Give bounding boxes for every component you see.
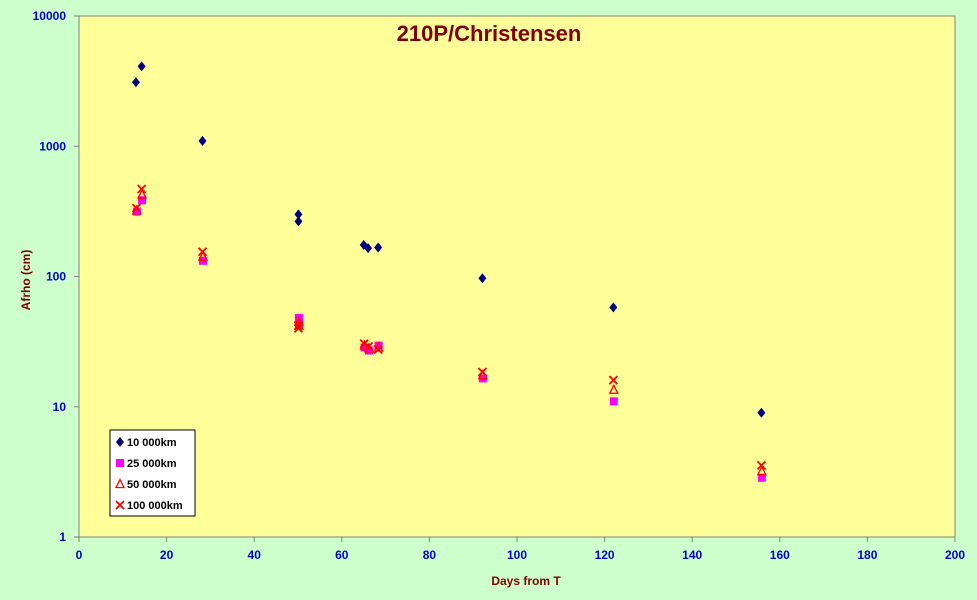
data-point xyxy=(374,242,383,253)
data-point xyxy=(360,343,369,352)
data-point xyxy=(294,216,303,227)
data-point xyxy=(293,320,304,331)
data-point xyxy=(609,302,618,313)
legend: 10 000km 25 000km 50 000km 100 000km xyxy=(109,429,196,517)
y-axis: 1 10 100 1000 10000 xyxy=(33,9,79,544)
data-point xyxy=(363,341,374,352)
data-point xyxy=(138,196,147,205)
data-point xyxy=(608,383,619,394)
data-point xyxy=(294,209,303,220)
legend-label: 10 000km xyxy=(127,437,177,449)
x-tick-label: 160 xyxy=(770,548,790,562)
data-point xyxy=(757,407,766,418)
series-layer xyxy=(131,61,767,482)
data-point xyxy=(756,460,767,470)
data-point xyxy=(137,188,148,199)
x-axis: 0 20 40 60 80 100 120 140 160 180 200 xyxy=(76,537,965,562)
x-tick-label: 140 xyxy=(682,548,702,562)
data-point xyxy=(132,207,141,216)
data-point xyxy=(364,346,373,355)
x-tick-label: 60 xyxy=(335,548,349,562)
plot-area xyxy=(78,15,956,538)
x-tick-label: 80 xyxy=(423,548,437,562)
series-x xyxy=(131,184,767,470)
legend-label: 25 000km xyxy=(127,458,177,470)
data-point xyxy=(198,135,207,146)
x-axis-label: Days from T xyxy=(491,574,561,588)
data-point xyxy=(131,77,140,88)
data-point xyxy=(756,465,767,476)
data-point xyxy=(608,375,618,385)
x-tick-label: 0 xyxy=(76,548,83,562)
y-axis-label: Afrho (cm) xyxy=(19,250,33,311)
data-point xyxy=(757,473,766,482)
legend-marker xyxy=(114,478,126,489)
x-tick-label: 100 xyxy=(507,548,527,562)
data-point xyxy=(364,243,373,254)
legend-marker xyxy=(115,500,125,510)
data-point xyxy=(137,61,146,72)
data-point xyxy=(609,397,618,406)
data-point xyxy=(477,367,488,377)
data-point xyxy=(373,344,383,355)
x-tick-label: 20 xyxy=(160,548,174,562)
data-point xyxy=(374,341,383,350)
data-point xyxy=(197,247,208,257)
data-point xyxy=(478,273,487,284)
y-tick-label: 100 xyxy=(46,270,66,284)
x-tick-label: 120 xyxy=(595,548,615,562)
data-point xyxy=(131,203,142,213)
legend-marker xyxy=(116,437,124,447)
legend-label: 100 000km xyxy=(127,500,183,512)
y-tick-label: 1 xyxy=(59,530,66,544)
y-tick-label: 1000 xyxy=(39,139,66,153)
x-tick-label: 200 xyxy=(945,548,965,562)
legend-label: 50 000km xyxy=(127,479,177,491)
x-tick-label: 180 xyxy=(857,548,877,562)
series-diamond xyxy=(131,61,766,418)
data-point xyxy=(136,184,147,194)
data-point xyxy=(293,323,304,333)
data-point xyxy=(359,339,369,349)
y-tick-label: 10000 xyxy=(33,9,67,23)
chart-title: 210P/Christensen xyxy=(397,21,582,46)
y-tick-label: 10 xyxy=(53,400,67,414)
data-point xyxy=(294,318,303,327)
legend-marker xyxy=(116,459,124,467)
data-point xyxy=(197,250,209,261)
x-tick-label: 40 xyxy=(248,548,262,562)
